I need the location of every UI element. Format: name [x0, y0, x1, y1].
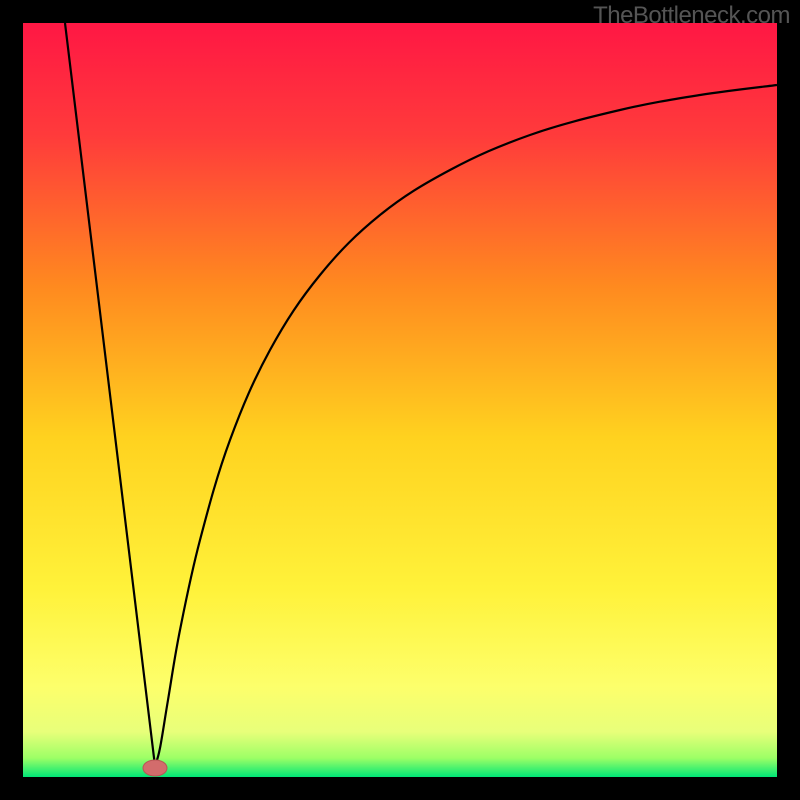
plot-background [23, 23, 777, 777]
chart-container: TheBottleneck.com [0, 0, 800, 800]
watermark-text: TheBottleneck.com [593, 2, 790, 30]
bottleneck-chart [0, 0, 800, 800]
optimal-point-marker [143, 760, 167, 776]
